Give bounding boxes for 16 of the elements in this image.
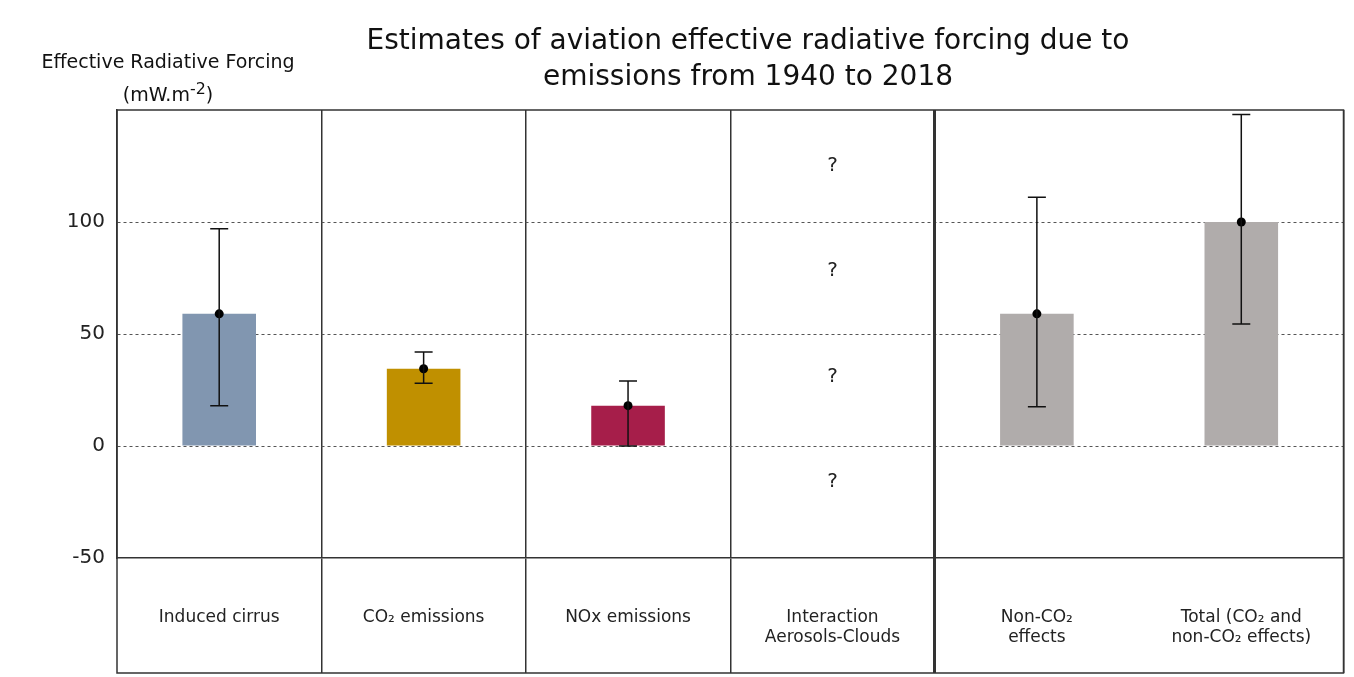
annotation: ? [827, 468, 838, 493]
annotation: ? [827, 362, 838, 387]
x-tick-label: Total (CO₂ and non-CO₂ effects) [1171, 605, 1312, 647]
x-tick-label: CO₂ emissions [362, 605, 485, 626]
y-tick-label: 0 [92, 432, 105, 457]
annotation: ? [827, 152, 838, 177]
x-tick-label: Interaction Aerosols-Clouds [764, 605, 901, 647]
chart-title: Estimates of aviation effective radiative forcing due to emissions from 1940 to 2018 [365, 22, 1131, 94]
x-tick-label: Non-CO₂ effects [1000, 605, 1073, 647]
x-tick-label: NOx emissions [565, 605, 692, 626]
x-tick-label: Induced cirrus [158, 605, 280, 626]
y-tick-label: -50 [72, 544, 105, 569]
y-tick-label: 100 [66, 208, 105, 233]
y-tick-label: 50 [79, 320, 105, 345]
y-axis-title: Effective Radiative Forcing (mW.m$^{-2}$) [40, 49, 296, 108]
annotation: ? [827, 257, 838, 282]
